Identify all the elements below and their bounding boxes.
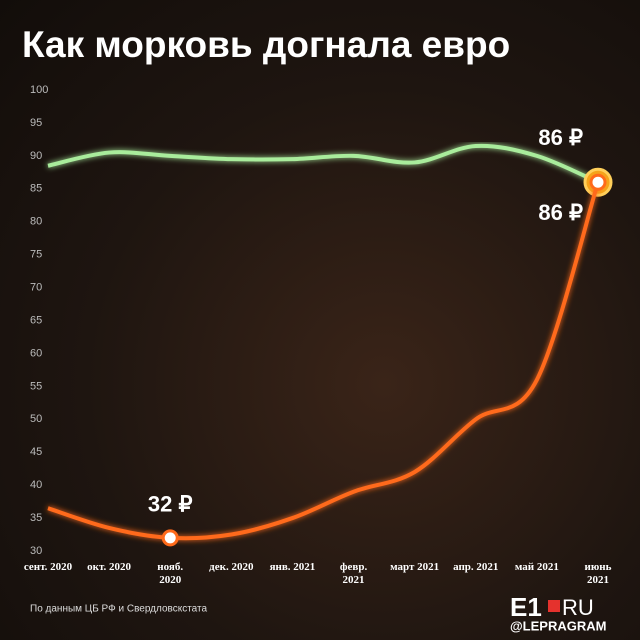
y-tick-label: 100 bbox=[30, 84, 48, 96]
x-tick-label: июнь 2021 bbox=[584, 561, 612, 586]
y-tick-label: 80 bbox=[30, 216, 42, 228]
x-tick-label: сент. 2020 bbox=[23, 561, 73, 573]
point-marker bbox=[161, 529, 179, 547]
x-tick-label: дек. 2020 bbox=[209, 561, 254, 573]
x-tick-label: нояб. 2020 bbox=[157, 561, 184, 586]
y-tick-label: 95 bbox=[30, 117, 42, 129]
logo-suffix: RU bbox=[562, 595, 594, 620]
y-tick-label: 40 bbox=[30, 479, 42, 491]
watermark: @LEPRAGRAM bbox=[510, 618, 606, 633]
source: По данным ЦБ РФ и Свердловскстата bbox=[30, 604, 207, 615]
y-tick-label: 75 bbox=[30, 249, 42, 261]
point-marker bbox=[589, 173, 607, 191]
x-tick-label: апр. 2021 bbox=[453, 561, 499, 573]
line bbox=[47, 181, 600, 541]
value-label: 32 ₽ bbox=[148, 492, 193, 517]
line bbox=[47, 143, 599, 185]
value-label: 86 ₽ bbox=[538, 125, 583, 150]
y-tick-label: 45 bbox=[30, 446, 42, 458]
logo: E1 bbox=[510, 592, 542, 622]
y-tick-label: 90 bbox=[30, 150, 42, 162]
x-tick-label: май 2021 bbox=[514, 561, 559, 573]
y-tick-label: 35 bbox=[30, 512, 42, 524]
x-tick-label: февр. 2021 bbox=[339, 561, 368, 586]
chart-title: Как морковь догнала евро bbox=[22, 24, 510, 65]
y-tick-label: 60 bbox=[30, 347, 42, 359]
x-tick-label: янв. 2021 bbox=[269, 561, 316, 573]
x-tick-label: март 2021 bbox=[390, 561, 440, 573]
y-tick-label: 70 bbox=[30, 281, 42, 293]
y-tick-label: 85 bbox=[30, 183, 42, 195]
y-tick-label: 50 bbox=[30, 413, 42, 425]
logo-square bbox=[548, 600, 560, 612]
x-tick-label: окт. 2020 bbox=[87, 561, 132, 573]
y-tick-label: 55 bbox=[30, 380, 42, 392]
y-tick-label: 65 bbox=[30, 314, 42, 326]
value-label: 86 ₽ bbox=[538, 200, 583, 225]
y-tick-label: 30 bbox=[30, 545, 42, 557]
